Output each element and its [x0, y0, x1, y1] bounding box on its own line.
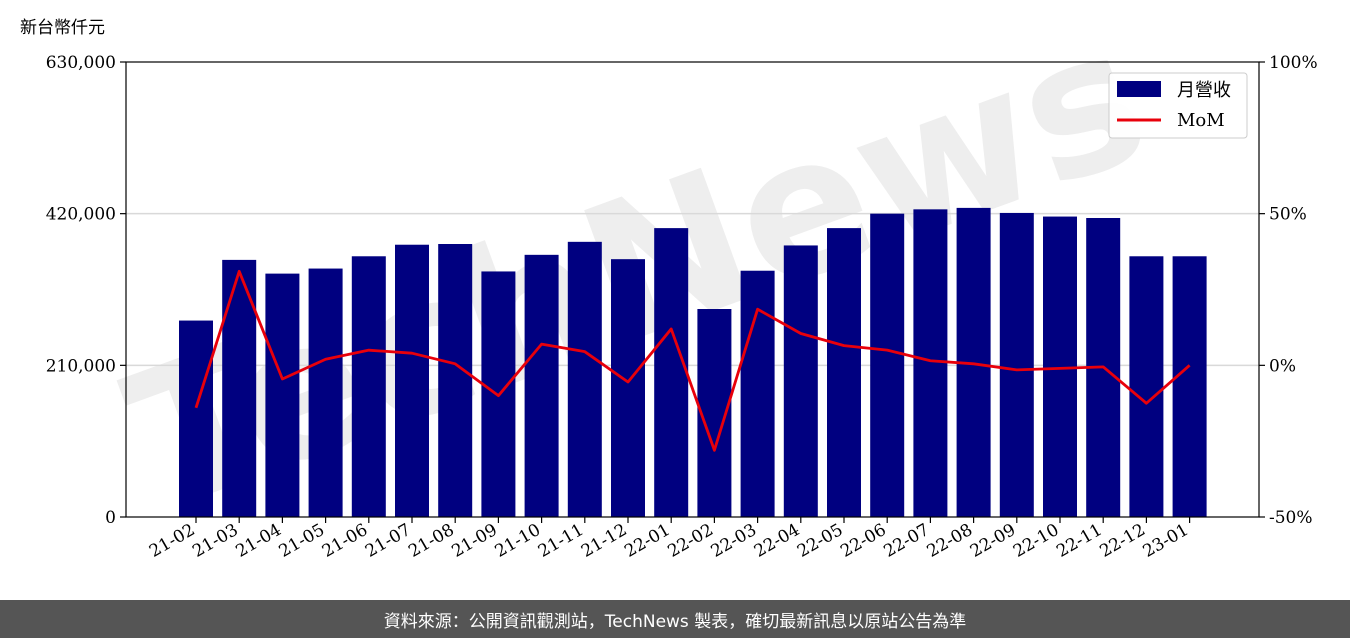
bar-22-01	[654, 228, 689, 517]
y-left-tick-label: 420,000	[46, 205, 116, 225]
bar-21-10	[524, 254, 559, 518]
x-tick-label: 21-05	[276, 520, 328, 562]
x-tick-label: 22-11	[1053, 520, 1105, 562]
bar-21-06	[351, 256, 386, 517]
plot-frame	[125, 61, 1260, 518]
y-right-tick-label: -50%	[1269, 508, 1313, 528]
x-tick-label: 21-07	[362, 520, 414, 562]
x-tick-label: 22-04	[751, 520, 803, 562]
bar-22-05	[827, 228, 861, 517]
y-left-tick-label: 210,000	[46, 356, 116, 376]
x-tick-label: 22-10	[1010, 520, 1062, 562]
unit-label: 新台幣仟元	[20, 18, 105, 38]
source-footer: 資料來源：公開資訊觀測站，TechNews 製表，確切最新訊息以原站公告為準	[0, 600, 1350, 638]
bar-21-02	[179, 320, 213, 517]
x-tick-label: 21-10	[492, 520, 544, 562]
x-tick-label: 22-08	[924, 520, 976, 562]
x-tick-label: 22-07	[880, 520, 932, 562]
legend: 月營收 MoM	[1108, 72, 1248, 139]
bar-21-12	[611, 259, 645, 517]
bar-22-06	[870, 213, 905, 517]
x-tick-label: 22-02	[664, 520, 716, 562]
bar-23-01	[1172, 256, 1207, 517]
legend-swatch-revenue	[1117, 81, 1161, 97]
bar-22-04	[783, 245, 818, 517]
y-right-tick-label: 0%	[1269, 356, 1296, 376]
x-tick-label: 21-11	[535, 520, 587, 562]
x-tick-label: 22-12	[1096, 520, 1148, 562]
x-tick-label: 21-06	[319, 520, 371, 562]
mom-line	[194, 269, 1191, 452]
legend-label-revenue: 月營收	[1177, 80, 1231, 101]
bar-21-04	[265, 273, 300, 517]
bar-22-07	[913, 209, 948, 518]
bar-series	[179, 207, 1207, 518]
x-tick-label: 21-08	[405, 520, 457, 562]
bar-21-07	[395, 244, 429, 517]
x-tick-label: 22-03	[708, 520, 760, 562]
x-tick-label: 22-09	[967, 520, 1019, 562]
legend-label-mom: MoM	[1177, 110, 1225, 131]
bar-22-12	[1129, 256, 1164, 517]
y-left-tick-label: 0	[105, 508, 116, 528]
y-right-tick-label: 100%	[1269, 53, 1318, 73]
x-tick-label: 22-05	[794, 520, 846, 562]
y-right-tick-label: 50%	[1269, 205, 1307, 225]
bar-22-03	[740, 270, 775, 517]
bar-21-05	[308, 268, 343, 517]
bar-21-08	[438, 244, 473, 517]
x-tick-label: 21-09	[448, 520, 500, 562]
bar-22-09	[999, 212, 1034, 517]
x-tick-label: 23-01	[1140, 520, 1192, 562]
y-left-tick-label: 630,000	[46, 53, 116, 73]
chart: TechNews 新台幣仟元 0210,000420,000630,000-50…	[20, 0, 1318, 562]
mom-series	[194, 269, 1191, 452]
x-tick-label: 22-01	[621, 520, 673, 562]
x-tick-label: 21-12	[578, 520, 630, 562]
bar-21-11	[567, 241, 602, 518]
x-tick-label: 22-06	[837, 520, 889, 562]
